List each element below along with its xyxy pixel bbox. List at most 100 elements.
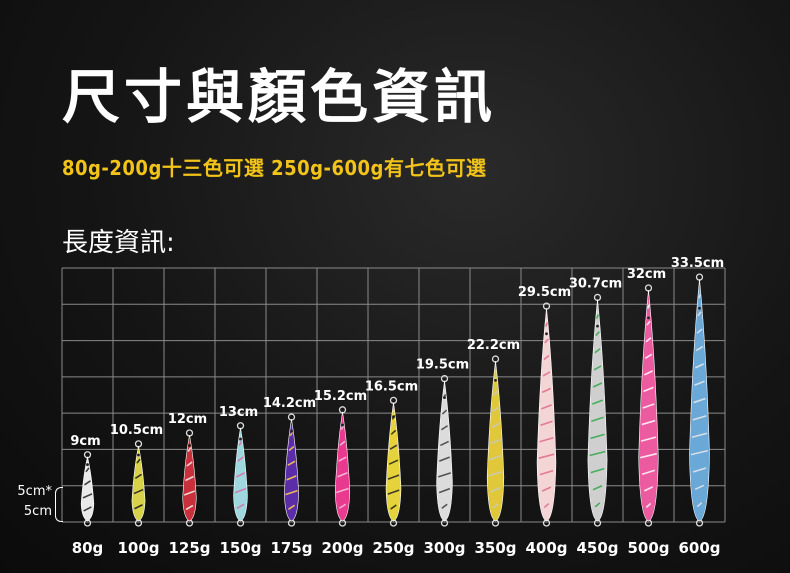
lure-eye	[86, 463, 89, 466]
lure-stripe	[338, 503, 347, 509]
lure-stripe	[489, 454, 502, 461]
lure-eye	[239, 437, 242, 441]
lure-stripe	[644, 353, 653, 359]
lure-stripe	[488, 470, 503, 477]
lure-stripe	[642, 403, 655, 409]
lure-stripe	[645, 502, 652, 509]
lure-body	[80, 456, 95, 522]
lure-stripe	[694, 484, 705, 491]
lure-stripe	[185, 475, 194, 482]
lure-stripe	[543, 502, 550, 509]
lure-stripe	[286, 475, 297, 481]
lure-stripe	[439, 440, 450, 447]
lure-stripe	[590, 433, 605, 440]
lure-bar-80g	[80, 451, 95, 527]
lure-stripe	[594, 502, 601, 508]
lure-stripe	[187, 447, 192, 452]
lure-bar-150g	[233, 422, 248, 527]
lure-stripe	[441, 503, 448, 509]
lure-eye	[188, 444, 191, 447]
lure-bar-500g	[638, 284, 659, 527]
lure-stripe	[538, 453, 555, 459]
lure-stripe	[697, 294, 702, 299]
weight-tick-label: 400g	[525, 539, 567, 557]
lure-stripe	[692, 467, 707, 473]
lure-bar-125g	[182, 429, 197, 527]
weight-tick-label: 200g	[321, 539, 363, 557]
lure-eye	[494, 378, 497, 382]
lure-stripe	[540, 420, 553, 427]
lure-stripe	[440, 425, 449, 431]
lure-stripe	[492, 390, 499, 396]
lure-stripe	[539, 469, 554, 476]
length-label: 12cm	[168, 412, 207, 427]
lure-bar-600g	[689, 273, 710, 527]
lure-stripe	[697, 311, 702, 317]
lure-stripe	[183, 490, 196, 496]
lure-stripe	[287, 504, 296, 510]
lure-stripe	[593, 365, 602, 371]
weight-tick-label: 450g	[576, 539, 618, 557]
grid	[61, 267, 726, 523]
lure-body	[587, 299, 608, 522]
lure-body	[536, 308, 557, 522]
lure-eye	[698, 306, 701, 310]
weight-tick-label: 300g	[423, 539, 465, 557]
lure-bar-200g	[334, 406, 351, 527]
lure-bar-300g	[436, 374, 453, 527]
lure-stripe	[236, 503, 245, 509]
lure-stripe	[234, 487, 247, 494]
lure-stripe	[646, 304, 651, 309]
lure-stripe	[389, 444, 398, 450]
lure-stripe	[641, 419, 656, 426]
lure-stripe	[640, 436, 657, 442]
lure-stripe	[85, 467, 90, 473]
lure-stripe	[696, 328, 703, 334]
weight-tick-label: 600g	[678, 539, 720, 557]
lure-stripe	[544, 322, 549, 327]
lure-stripe	[693, 397, 706, 404]
length-label: 29.5cm	[518, 285, 571, 300]
lure-bar-175g	[284, 413, 299, 527]
length-label: 16.5cm	[365, 379, 418, 394]
lure-stripe	[590, 467, 605, 474]
lure-stripe	[134, 504, 143, 510]
lure-stripe	[339, 440, 346, 446]
lure-stripe	[492, 406, 499, 412]
lure-stripe	[338, 456, 347, 462]
lure-stripe	[646, 320, 651, 326]
lure-stripe	[83, 506, 92, 512]
length-label: 13cm	[219, 405, 258, 420]
length-label: 22.2cm	[467, 338, 520, 353]
lure-stripe	[236, 472, 245, 478]
weight-tick-label: 80g	[72, 539, 104, 557]
lure-stripe	[643, 386, 654, 393]
lure-stripe	[493, 374, 498, 380]
lure-stripe	[589, 450, 606, 457]
lure-stripe	[441, 409, 448, 415]
lure-stripe	[439, 456, 450, 462]
lure-stripe	[543, 354, 550, 361]
lure-stripe	[285, 489, 298, 496]
color-options-subtitle: 80g-200g十三色可選 250g-600g有七色可選	[62, 156, 487, 180]
lure-stripe	[696, 502, 703, 508]
lure-stripe	[644, 370, 653, 376]
lure-stripe	[492, 503, 499, 509]
lure-stripe	[491, 422, 500, 429]
lure-stripe	[438, 487, 451, 494]
lure-stripe	[336, 487, 349, 494]
lure-stripe	[490, 487, 501, 493]
lure-stripe	[539, 436, 554, 443]
lure-stripe	[288, 445, 295, 452]
lure-stripe	[186, 461, 193, 467]
lure-stripe	[592, 485, 603, 491]
lure-stripe	[388, 459, 399, 465]
lure-bar-100g	[131, 440, 146, 527]
lure-stripe	[490, 438, 501, 445]
lure-stripe	[541, 404, 552, 410]
lure-stripe	[592, 382, 603, 388]
lure-stripe	[591, 416, 604, 423]
lure-eye	[392, 415, 395, 419]
lure-stripe	[185, 504, 194, 511]
